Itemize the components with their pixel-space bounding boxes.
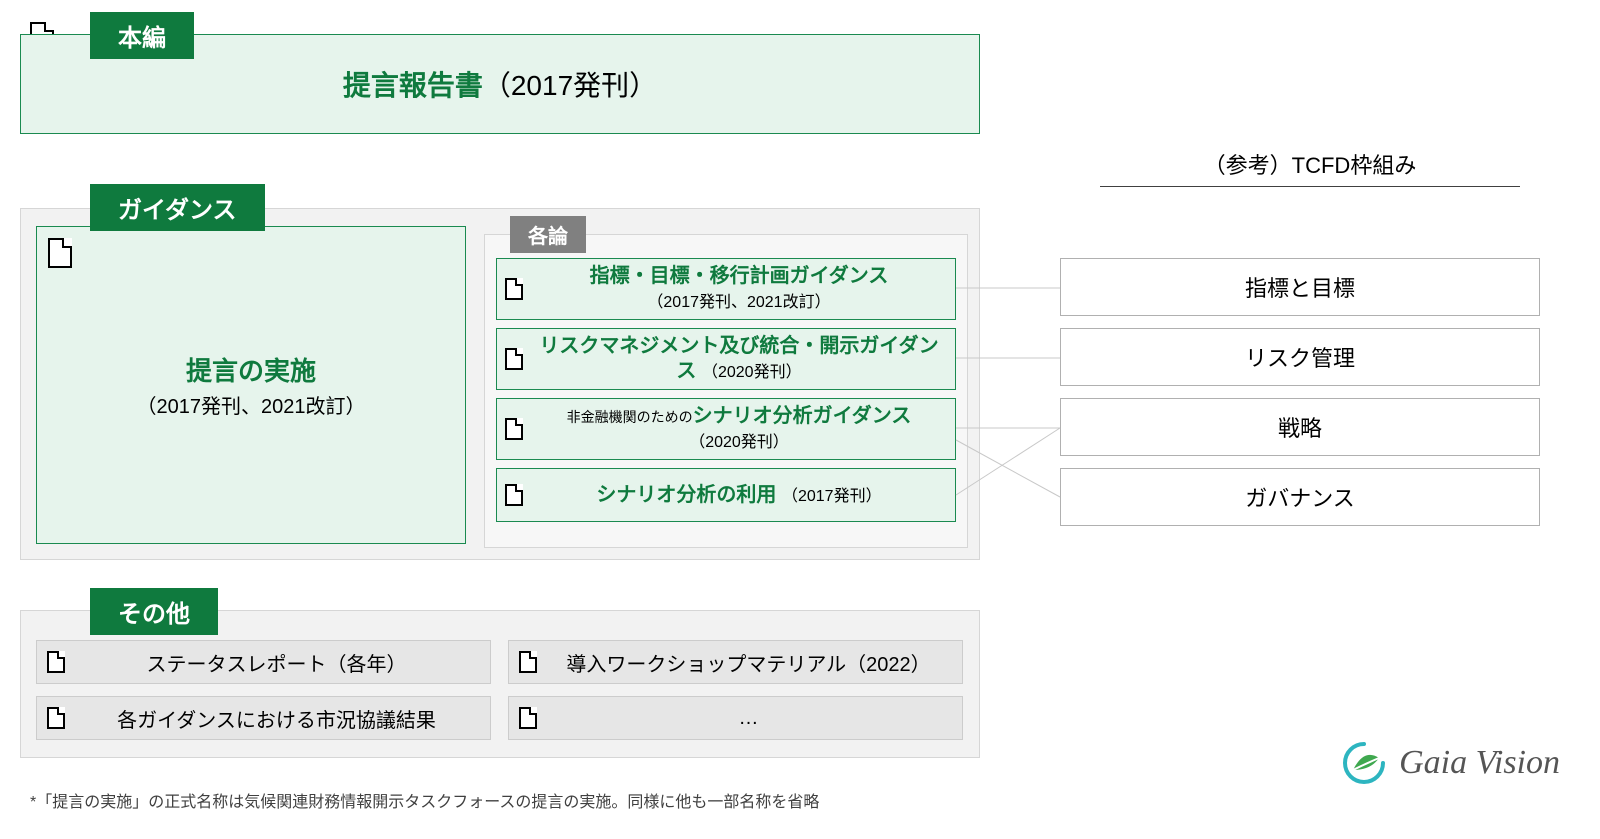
guidance-tab: ガイダンス — [90, 184, 265, 231]
other-item-2-text: 導入ワークショップマテリアル（2022） — [545, 648, 952, 677]
kakuron-tab: 各論 — [510, 216, 586, 253]
footnote: *「提言の実施」の正式名称は気候関連財務情報開示タスクフォースの提言の実施。同様… — [30, 788, 819, 812]
document-icon — [519, 707, 537, 729]
document-icon — [47, 707, 65, 729]
reference-heading: （参考）TCFD枠組み — [1100, 148, 1520, 187]
kakuron-item-4-title: シナリオ分析の利用 — [596, 484, 776, 506]
honpen-tab: 本編 — [90, 12, 194, 59]
other-item-4: … — [508, 696, 963, 740]
gaia-vision-logo-icon — [1341, 740, 1387, 786]
reference-box-2: リスク管理 — [1060, 328, 1540, 386]
guidance-left-panel: 提言の実施 （2017発刊、2021改訂） — [36, 226, 466, 544]
kakuron-item-4-text: シナリオ分析の利用 （2017発刊） — [531, 483, 947, 508]
document-icon — [505, 348, 523, 370]
kakuron-item-3-text: 非金融機関のためのシナリオ分析ガイダンス （2020発刊） — [531, 404, 947, 454]
kakuron-item-4-detail: （2017発刊） — [782, 488, 882, 505]
guidance-left-date: （2017発刊、2021改訂） — [137, 390, 366, 419]
document-icon — [505, 278, 523, 300]
reference-box-4: ガバナンス — [1060, 468, 1540, 526]
reference-box-1: 指標と目標 — [1060, 258, 1540, 316]
honpen-title-detail: （2017発刊） — [483, 70, 657, 101]
guidance-left-title: 提言の実施 — [186, 351, 316, 388]
kakuron-item-1-title: 指標・目標・移行計画ガイダンス — [590, 265, 889, 287]
document-icon — [505, 418, 523, 440]
document-icon — [48, 238, 72, 268]
kakuron-item-3: 非金融機関のためのシナリオ分析ガイダンス （2020発刊） — [496, 398, 956, 460]
kakuron-item-2: リスクマネジメント及び統合・開示ガイダンス （2020発刊） — [496, 328, 956, 390]
kakuron-item-3-prefix: 非金融機関のための — [567, 409, 693, 425]
document-icon — [505, 484, 523, 506]
gaia-vision-logo: Gaia Vision — [1341, 740, 1560, 786]
document-icon — [47, 651, 65, 673]
kakuron-item-2-text: リスクマネジメント及び統合・開示ガイダンス （2020発刊） — [531, 334, 947, 384]
kakuron-item-1-text: 指標・目標・移行計画ガイダンス （2017発刊、2021改訂） — [531, 264, 947, 314]
other-tab: その他 — [90, 588, 218, 635]
other-item-3: 各ガイダンスにおける市況協議結果 — [36, 696, 491, 740]
reference-box-3: 戦略 — [1060, 398, 1540, 456]
other-item-1: ステータスレポート（各年） — [36, 640, 491, 684]
kakuron-item-2-detail: （2020発刊） — [702, 364, 802, 381]
other-item-4-text: … — [545, 707, 952, 730]
kakuron-item-1: 指標・目標・移行計画ガイダンス （2017発刊、2021改訂） — [496, 258, 956, 320]
kakuron-item-1-detail: （2017発刊、2021改訂） — [647, 294, 830, 311]
other-item-1-text: ステータスレポート（各年） — [73, 648, 480, 677]
honpen-title: 提言報告書（2017発刊） — [343, 64, 657, 104]
honpen-title-bold: 提言報告書 — [343, 70, 483, 101]
kakuron-item-4: シナリオ分析の利用 （2017発刊） — [496, 468, 956, 522]
other-item-3-text: 各ガイダンスにおける市況協議結果 — [73, 704, 480, 733]
kakuron-item-3-detail: （2020発刊） — [689, 434, 789, 451]
kakuron-item-3-title: シナリオ分析ガイダンス — [693, 405, 912, 427]
other-item-2: 導入ワークショップマテリアル（2022） — [508, 640, 963, 684]
gaia-vision-logo-text: Gaia Vision — [1399, 744, 1560, 782]
document-icon — [519, 651, 537, 673]
